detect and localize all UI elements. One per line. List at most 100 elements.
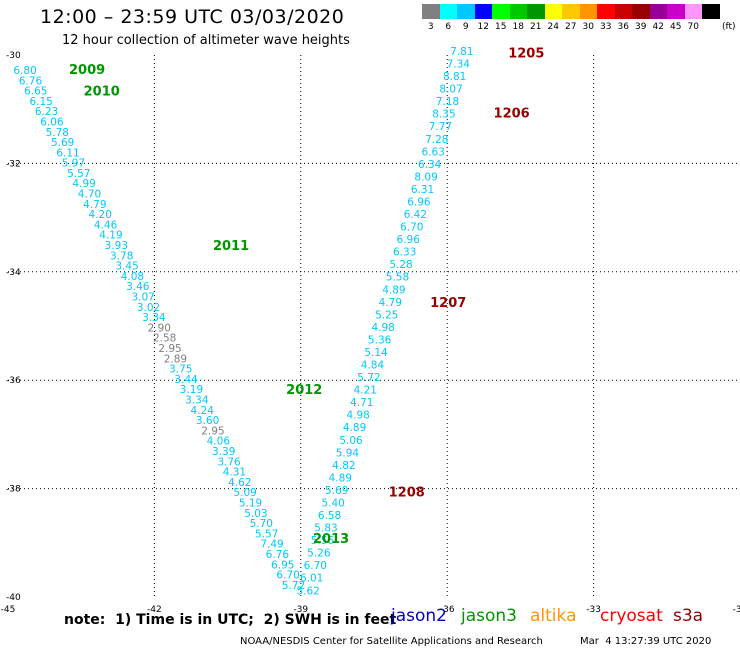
- wave-height-reading: 5.36: [368, 334, 392, 346]
- wave-height-reading: 6.95: [271, 559, 294, 571]
- colorbar-swatch: [579, 4, 597, 19]
- wave-height-colorbar: 3 6 9 12 15 18 21 24 27 30 33 36 39 42 45 70: [422, 4, 720, 32]
- longitude-tick-label: -30: [733, 605, 740, 615]
- colorbar-label: 39: [635, 22, 647, 32]
- wave-height-reading: 4.24: [191, 405, 215, 417]
- wave-height-reading: 4.46: [94, 219, 118, 231]
- colorbar-label: 12: [477, 22, 489, 32]
- wave-height-reading: 6.31: [411, 184, 434, 196]
- wave-height-reading: 8.35: [432, 109, 455, 121]
- colorbar-swatch: [562, 4, 580, 19]
- colorbar-swatch: [614, 4, 632, 19]
- colorbar-label: 70: [687, 22, 699, 32]
- colorbar-item: 6: [439, 4, 457, 32]
- wave-height-reading: 3.02: [137, 302, 160, 314]
- latitude-tick-label: -38: [6, 485, 21, 495]
- colorbar-swatch: [684, 4, 702, 19]
- page-subtitle: 12 hour collection of altimeter wave hei…: [62, 33, 350, 48]
- wave-height-reading: 4.08: [121, 271, 144, 283]
- wave-height-reading: 7.77: [429, 121, 452, 133]
- wave-height-reading: 4.79: [83, 199, 106, 211]
- wave-height-reading: 2.89: [164, 353, 187, 365]
- wave-height-reading: 4.84: [361, 360, 385, 372]
- pass-number-label: 2009: [69, 63, 105, 78]
- colorbar-label: 15: [495, 22, 507, 32]
- colorbar-label: 33: [600, 22, 612, 32]
- colorbar-item: 24: [544, 4, 562, 32]
- pass-number-label: 1207: [430, 296, 466, 311]
- latitude-tick-label: -36: [6, 376, 21, 386]
- colorbar-swatch: [649, 4, 667, 19]
- colorbar-label: 42: [652, 22, 664, 32]
- wave-height-reading: 4.71: [350, 397, 373, 409]
- wave-height-reading: 3.44: [174, 374, 198, 386]
- colorbar-swatch: [422, 4, 440, 19]
- wave-height-reading: 5.19: [239, 497, 262, 509]
- colorbar-item: 30: [579, 4, 597, 32]
- wave-height-reading: 6.70: [304, 560, 327, 572]
- wave-height-reading: 6.80: [13, 65, 36, 77]
- wave-height-reading: 5.09: [233, 487, 256, 499]
- wave-height-reading: 3.39: [212, 446, 235, 458]
- pass-number-label: 2011: [213, 239, 249, 254]
- colorbar-label: 3: [427, 22, 434, 32]
- colorbar-swatch: [457, 4, 475, 19]
- wave-height-reading: 7.49: [260, 539, 283, 551]
- colorbar-label: 21: [530, 22, 542, 32]
- wave-height-reading: 5.28: [389, 259, 412, 271]
- wave-height-reading: 5.26: [307, 548, 331, 560]
- latitude-tick-label: -40: [6, 593, 21, 603]
- wave-height-reading: 3.75: [169, 364, 192, 376]
- wave-height-reading: 6.23: [35, 106, 58, 118]
- colorbar-item: 15: [492, 4, 510, 32]
- wave-height-reading: 3.60: [196, 415, 219, 427]
- wave-height-reading: 5.58: [386, 272, 409, 284]
- pass-number-label: 2012: [286, 383, 322, 398]
- wave-height-reading: 3.19: [180, 384, 203, 396]
- wave-height-reading: 6.15: [29, 96, 52, 108]
- wave-height-reading: 4.89: [343, 422, 366, 434]
- wave-height-reading: 4.62: [228, 477, 251, 489]
- satellite-label-jason2: jason2: [391, 606, 447, 626]
- wave-height-reading: 7.18: [436, 96, 459, 108]
- wave-height-reading: 5.57: [255, 528, 278, 540]
- wave-height-reading: 5.62: [296, 585, 319, 597]
- wave-height-reading: 6.01: [300, 573, 323, 585]
- wave-height-reading: 3.78: [110, 250, 133, 262]
- colorbar-item: 27: [562, 4, 580, 32]
- colorbar-swatch: [474, 4, 492, 19]
- wave-height-reading: 8.09: [414, 171, 437, 183]
- longitude-tick-label: -42: [147, 605, 162, 615]
- colorbar-item: 12: [474, 4, 492, 32]
- colorbar-swatch: [492, 4, 510, 19]
- wave-height-reading: 4.98: [371, 322, 394, 334]
- wave-height-reading: 4.70: [78, 189, 101, 201]
- wave-height-reading: 3.45: [115, 261, 138, 273]
- colorbar-swatch: [597, 4, 615, 19]
- colorbar-item: 9: [457, 4, 475, 32]
- wave-height-reading: 2.90: [148, 322, 171, 334]
- wave-height-reading: 8.81: [443, 71, 466, 83]
- wave-height-reading: 5.97: [62, 158, 85, 170]
- wave-height-reading: 3.76: [217, 456, 241, 468]
- satellite-label-cryosat: cryosat: [600, 606, 663, 626]
- wave-height-reading: 5.57: [67, 168, 90, 180]
- wave-height-reading: 4.89: [329, 472, 352, 484]
- wave-height-reading: 5.72: [282, 580, 305, 592]
- colorbar-item: 36: [614, 4, 632, 32]
- wave-height-reading: 6.70: [276, 570, 299, 582]
- colorbar-item: 3: [422, 4, 440, 32]
- colorbar-swatch: [439, 4, 457, 19]
- wave-height-reading: 5.83: [314, 523, 337, 535]
- colorbar-swatch: [667, 4, 685, 19]
- legend-bar: note: 1) Time is in UTC; 2) SWH is in fe…: [60, 603, 740, 649]
- pass-number-label: 1208: [389, 486, 425, 501]
- colorbar-swatch: [632, 4, 650, 19]
- colorbar-swatch: [702, 4, 720, 19]
- page-title: 12:00 – 23:59 UTC 03/03/2020: [40, 6, 345, 28]
- wave-height-reading: 4.99: [72, 178, 95, 190]
- wave-height-reading: 4.31: [223, 467, 246, 479]
- satellite-label-altika: altika: [530, 606, 577, 626]
